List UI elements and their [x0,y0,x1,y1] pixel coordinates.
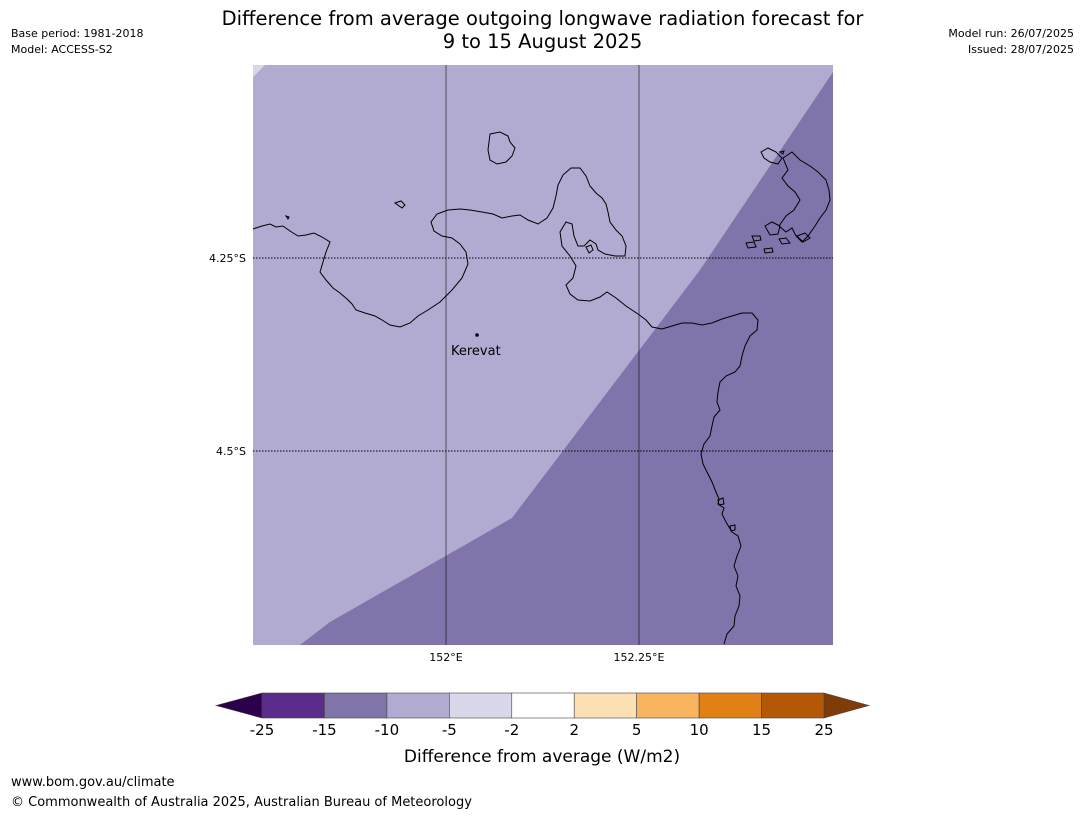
colorbar: -25 -15 -10 -5 -2 2 5 10 15 25 [214,692,871,739]
colorbar-tick-label: 25 [814,721,833,739]
colorbar-segment [761,692,825,719]
kerevat-marker [475,333,479,337]
colorbar-segment [636,692,700,719]
lat-label-4-5s: 4.5°S [216,445,246,458]
colorbar-tick-label: -10 [375,721,400,739]
lat-label-4-25s: 4.25°S [209,252,246,265]
colorbar-under-arrow [214,692,263,719]
colorbar-segment [511,692,575,719]
colorbar-tick-label: 2 [569,721,579,739]
colorbar-segment [449,692,513,719]
colorbar-tick-label: -15 [312,721,337,739]
title-line-1: Difference from average outgoing longwav… [221,7,864,30]
lon-label-152e: 152°E [429,651,462,664]
model-text: Model: ACCESS-S2 [11,43,113,56]
meta-right: Model run: 26/07/2025 Issued: 28/07/2025 [948,26,1074,58]
footer-copyright: © Commonwealth of Australia 2025, Austra… [11,795,472,810]
colorbar-tick-label: 10 [690,721,709,739]
graticule [253,65,833,645]
map-title: Difference from average outgoing longwav… [180,7,905,53]
colorbar-title: Difference from average (W/m2) [404,747,680,767]
model-run-text: Model run: 26/07/2025 [948,27,1074,40]
map-area [253,65,833,645]
anomaly-band-corner [253,65,265,77]
issued-text: Issued: 28/07/2025 [967,43,1074,56]
colorbar-tick-label: -2 [504,721,519,739]
colorbar-over-arrow [823,692,871,719]
lon-label-152-25e: 152.25°E [614,651,665,664]
base-period-text: Base period: 1981-2018 [11,27,144,40]
footer-url: www.bom.gov.au/climate [11,775,175,790]
coastline [253,131,831,645]
colorbar-segment [261,692,325,719]
colorbar-segment [386,692,450,719]
meta-left: Base period: 1981-2018 Model: ACCESS-S2 [11,26,143,58]
title-line-2: 9 to 15 August 2025 [442,30,643,53]
colorbar-tick-label: 15 [752,721,771,739]
colorbar-tick-label: 5 [632,721,642,739]
colorbar-segment [698,692,762,719]
colorbar-segment [573,692,637,719]
colorbar-tick-label: -25 [250,721,275,739]
colorbar-segment [324,692,388,719]
anomaly-band-dark [300,72,833,645]
kerevat-label: Kerevat [451,344,501,359]
colorbar-tick-label: -5 [442,721,457,739]
